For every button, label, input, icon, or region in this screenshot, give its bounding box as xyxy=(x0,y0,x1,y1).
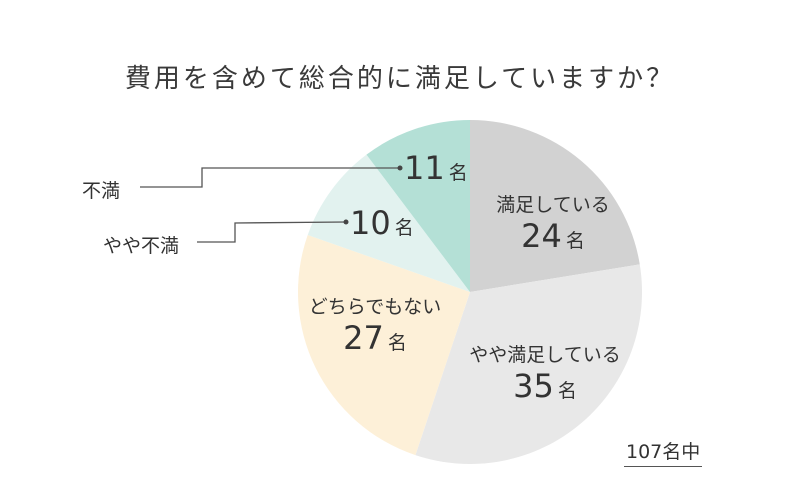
slice-name: どちらでもない xyxy=(308,296,442,318)
slice-value: 27 xyxy=(343,319,384,357)
leader-line-fuman xyxy=(140,167,400,188)
leader-line-yaya-fuman xyxy=(197,221,347,243)
pie-slice xyxy=(366,120,470,292)
slice-name: やや満足している xyxy=(469,344,621,366)
slice-label-dochira-demo-nai: どちらでもない 27 名 xyxy=(300,292,450,357)
slice-value: 10 xyxy=(350,204,391,242)
slice-label-yaya-manzoku: やや満足している 35 名 xyxy=(455,340,635,405)
external-label-fuman: 不満 xyxy=(82,180,121,202)
pie-slice xyxy=(297,235,470,456)
slice-name: 満足している xyxy=(496,194,610,216)
slice-label-fuman-value: 11 名 xyxy=(404,149,468,187)
slice-label-manzoku: 満足している 24 名 xyxy=(478,190,628,255)
pie-slice xyxy=(470,120,640,292)
pie-slice xyxy=(307,154,470,292)
chart-title: 費用を含めて総合的に満足していますか？ xyxy=(124,64,676,94)
external-label-yaya-fuman: やや不満 xyxy=(103,235,180,257)
total-respondents: 107名中 xyxy=(624,437,703,467)
slice-value: 24 xyxy=(521,217,562,255)
slice-value: 35 xyxy=(513,367,554,405)
slice-value: 11 xyxy=(404,149,445,187)
pie-slice xyxy=(415,264,643,464)
slice-label-yaya-fuman-value: 10 名 xyxy=(350,204,414,242)
